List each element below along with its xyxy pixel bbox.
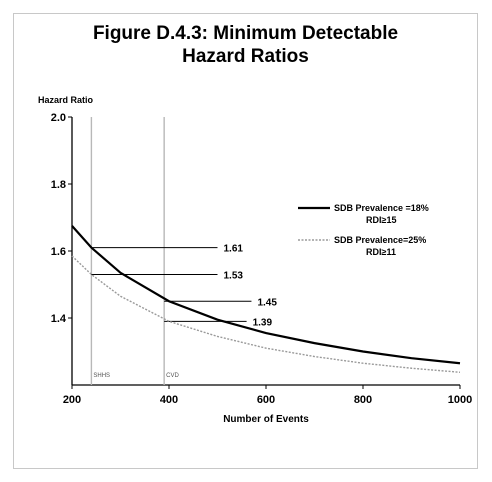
figure-title-line-1: Figure D.4.3: Minimum Detectable bbox=[92, 23, 399, 44]
annotation-label: 1.61 bbox=[224, 244, 244, 255]
x-tick-label: 200 bbox=[63, 394, 81, 406]
y-tick-label: 2.0 bbox=[51, 112, 66, 124]
legend-label: SDB Prevalence =18% bbox=[334, 203, 429, 213]
x-tick-label: 800 bbox=[354, 394, 372, 406]
series-line-2 bbox=[71, 255, 461, 373]
annotation-label: 1.39 bbox=[253, 317, 273, 328]
vertical-marker-label: CVD bbox=[166, 373, 179, 379]
x-tick-label: 400 bbox=[160, 394, 178, 406]
figure-title-line-2: Hazard Ratios bbox=[182, 46, 309, 67]
annotation-label: 1.45 bbox=[257, 297, 277, 308]
y-tick-label: 1.4 bbox=[51, 313, 67, 325]
figure-title: Figure D.4.3: Minimum Detectable Hazard … bbox=[13, 22, 478, 68]
y-axis-title: Hazard Ratio bbox=[38, 95, 94, 105]
y-tick-label: 1.8 bbox=[51, 179, 66, 191]
y-tick-label: 1.6 bbox=[51, 246, 66, 258]
legend-sublabel: RDI≥11 bbox=[366, 247, 396, 257]
series-line-1 bbox=[71, 225, 461, 365]
x-tick-label: 1000 bbox=[448, 394, 472, 406]
x-axis-title: Number of Events bbox=[223, 414, 309, 425]
figure-frame bbox=[13, 13, 478, 469]
annotation-label: 1.53 bbox=[224, 270, 244, 281]
legend-label: SDB Prevalence=25% bbox=[334, 235, 426, 245]
legend-sublabel: RDI≥15 bbox=[366, 215, 396, 225]
vertical-marker-label: SHHS bbox=[93, 373, 110, 379]
x-tick-label: 600 bbox=[257, 394, 275, 406]
